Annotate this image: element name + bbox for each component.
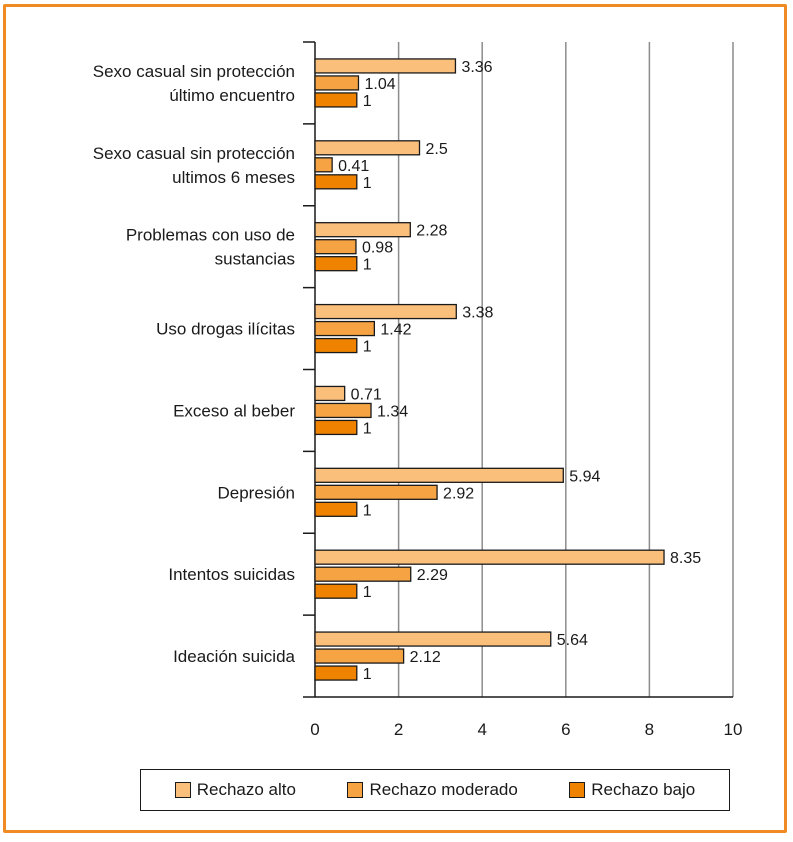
value-label-0-6: 8.35 — [670, 550, 701, 567]
value-label-2-1: 1 — [363, 175, 372, 192]
value-label-2-7: 1 — [363, 666, 372, 683]
value-label-0-4: 0.71 — [351, 386, 382, 403]
x-tick-label-0: 0 — [310, 720, 319, 739]
legend: Rechazo alto Rechazo moderado Rechazo ba… — [140, 769, 730, 811]
x-tick-label-2: 4 — [477, 720, 486, 739]
value-label-1-0: 1.04 — [364, 76, 395, 93]
value-label-2-5: 1 — [363, 502, 372, 519]
value-label-0-0: 3.36 — [461, 59, 492, 76]
value-label-2-4: 1 — [363, 420, 372, 437]
bar-0-5 — [314, 467, 564, 483]
category-label-2-0: Problemas con uso de — [126, 226, 295, 245]
legend-item-rechazo-moderado: Rechazo moderado — [347, 780, 518, 800]
value-label-1-7: 2.12 — [410, 649, 441, 666]
bar-1-7 — [314, 648, 405, 664]
value-label-1-6: 2.29 — [417, 567, 448, 584]
bar-0-3 — [314, 303, 457, 320]
bar-0-2 — [314, 222, 411, 238]
bar-1-0 — [314, 75, 360, 91]
bar-2-2 — [314, 256, 358, 272]
value-label-1-5: 2.92 — [443, 485, 474, 502]
category-label-7-0: Ideación suicida — [173, 647, 295, 666]
bar-1-3 — [314, 320, 376, 337]
value-label-0-3: 3.38 — [462, 305, 493, 322]
category-label-3-0: Uso drogas ilícitas — [156, 320, 295, 339]
value-label-0-1: 2.5 — [426, 141, 448, 158]
value-label-1-3: 1.42 — [380, 322, 411, 339]
bar-0-7 — [314, 631, 552, 647]
category-label-1-1: ultimos 6 meses — [172, 168, 295, 187]
legend-swatch-rechazo-alto — [174, 782, 191, 798]
x-tick-label-5: 10 — [724, 720, 743, 739]
bar-0-4 — [314, 385, 346, 402]
bar-2-7 — [314, 665, 358, 681]
bar-0-0 — [314, 58, 457, 74]
bar-0-6 — [314, 549, 665, 565]
bar-1-4 — [314, 402, 372, 419]
bar-1-5 — [314, 484, 438, 500]
legend-swatch-rechazo-moderado — [347, 782, 364, 798]
bar-2-3 — [314, 337, 358, 354]
value-label-1-4: 1.34 — [377, 403, 408, 420]
category-label-6-0: Intentos suicidas — [168, 565, 295, 584]
bar-2-4 — [314, 419, 358, 436]
value-label-0-7: 5.64 — [557, 632, 588, 649]
category-label-1-0: Sexo casual sin protección — [93, 144, 295, 163]
bar-1-6 — [314, 566, 412, 582]
bar-0-1 — [314, 140, 421, 156]
legend-label-rechazo-bajo: Rechazo bajo — [591, 780, 696, 799]
value-label-1-1: 0.41 — [338, 158, 369, 175]
value-label-2-3: 1 — [363, 339, 372, 356]
legend-label-rechazo-moderado: Rechazo moderado — [369, 780, 518, 799]
legend-item-rechazo-alto: Rechazo alto — [174, 780, 296, 800]
bar-2-0 — [314, 92, 358, 108]
x-tick-label-1: 2 — [394, 720, 403, 739]
category-label-0-0: Sexo casual sin protección — [93, 62, 295, 81]
x-tick-label-4: 8 — [645, 720, 654, 739]
bar-2-1 — [314, 174, 358, 190]
x-tick-label-3: 6 — [561, 720, 570, 739]
bar-1-2 — [314, 239, 357, 255]
category-label-0-1: último encuentro — [169, 86, 295, 105]
legend-label-rechazo-alto: Rechazo alto — [196, 780, 296, 799]
value-label-1-2: 0.98 — [362, 240, 393, 257]
bar-1-1 — [314, 157, 333, 173]
value-label-2-6: 1 — [363, 584, 372, 601]
legend-item-rechazo-bajo: Rechazo bajo — [569, 780, 695, 800]
category-label-5-0: Depresión — [218, 483, 296, 502]
legend-swatch-rechazo-bajo — [569, 782, 586, 798]
value-label-2-0: 1 — [363, 93, 372, 110]
value-label-0-5: 5.94 — [569, 468, 600, 485]
bar-2-6 — [314, 583, 358, 599]
category-label-2-1: sustancias — [215, 250, 295, 269]
category-label-4-0: Exceso al beber — [173, 401, 295, 420]
bar-2-5 — [314, 501, 358, 517]
value-label-2-2: 1 — [363, 257, 372, 274]
value-label-0-2: 2.28 — [416, 223, 447, 240]
